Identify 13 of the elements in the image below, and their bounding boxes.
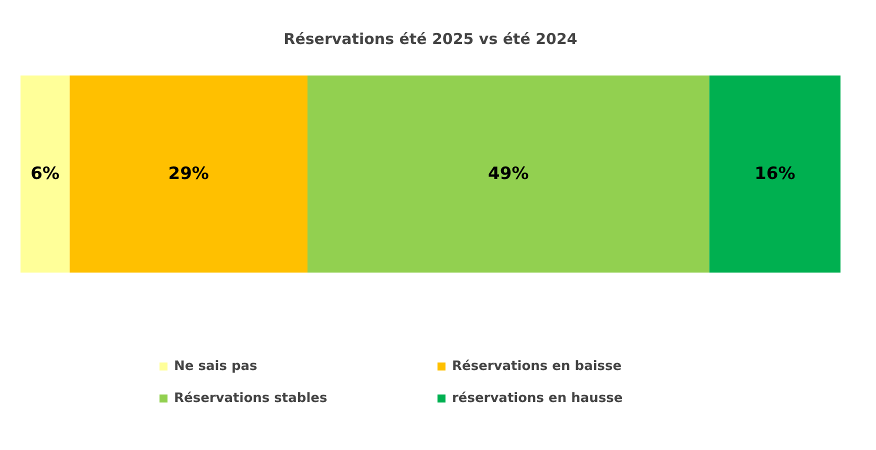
bar: [20, 76, 70, 273]
bar: [70, 76, 308, 273]
chart-title: Réservations été 2025 vs été 2024: [284, 30, 578, 48]
legend-label: Réservations stables: [174, 390, 328, 408]
bar: [308, 76, 710, 273]
data-label: 49%: [488, 164, 529, 184]
legend-label: Ne sais pas: [174, 358, 258, 376]
legend-label: réservations en hausse: [452, 390, 624, 408]
data-label: 6%: [30, 164, 60, 184]
bar: [709, 76, 840, 273]
data-label: 16%: [754, 164, 796, 184]
data-label: 29%: [168, 164, 209, 184]
legend-label: Réservations en baisse: [452, 358, 623, 376]
